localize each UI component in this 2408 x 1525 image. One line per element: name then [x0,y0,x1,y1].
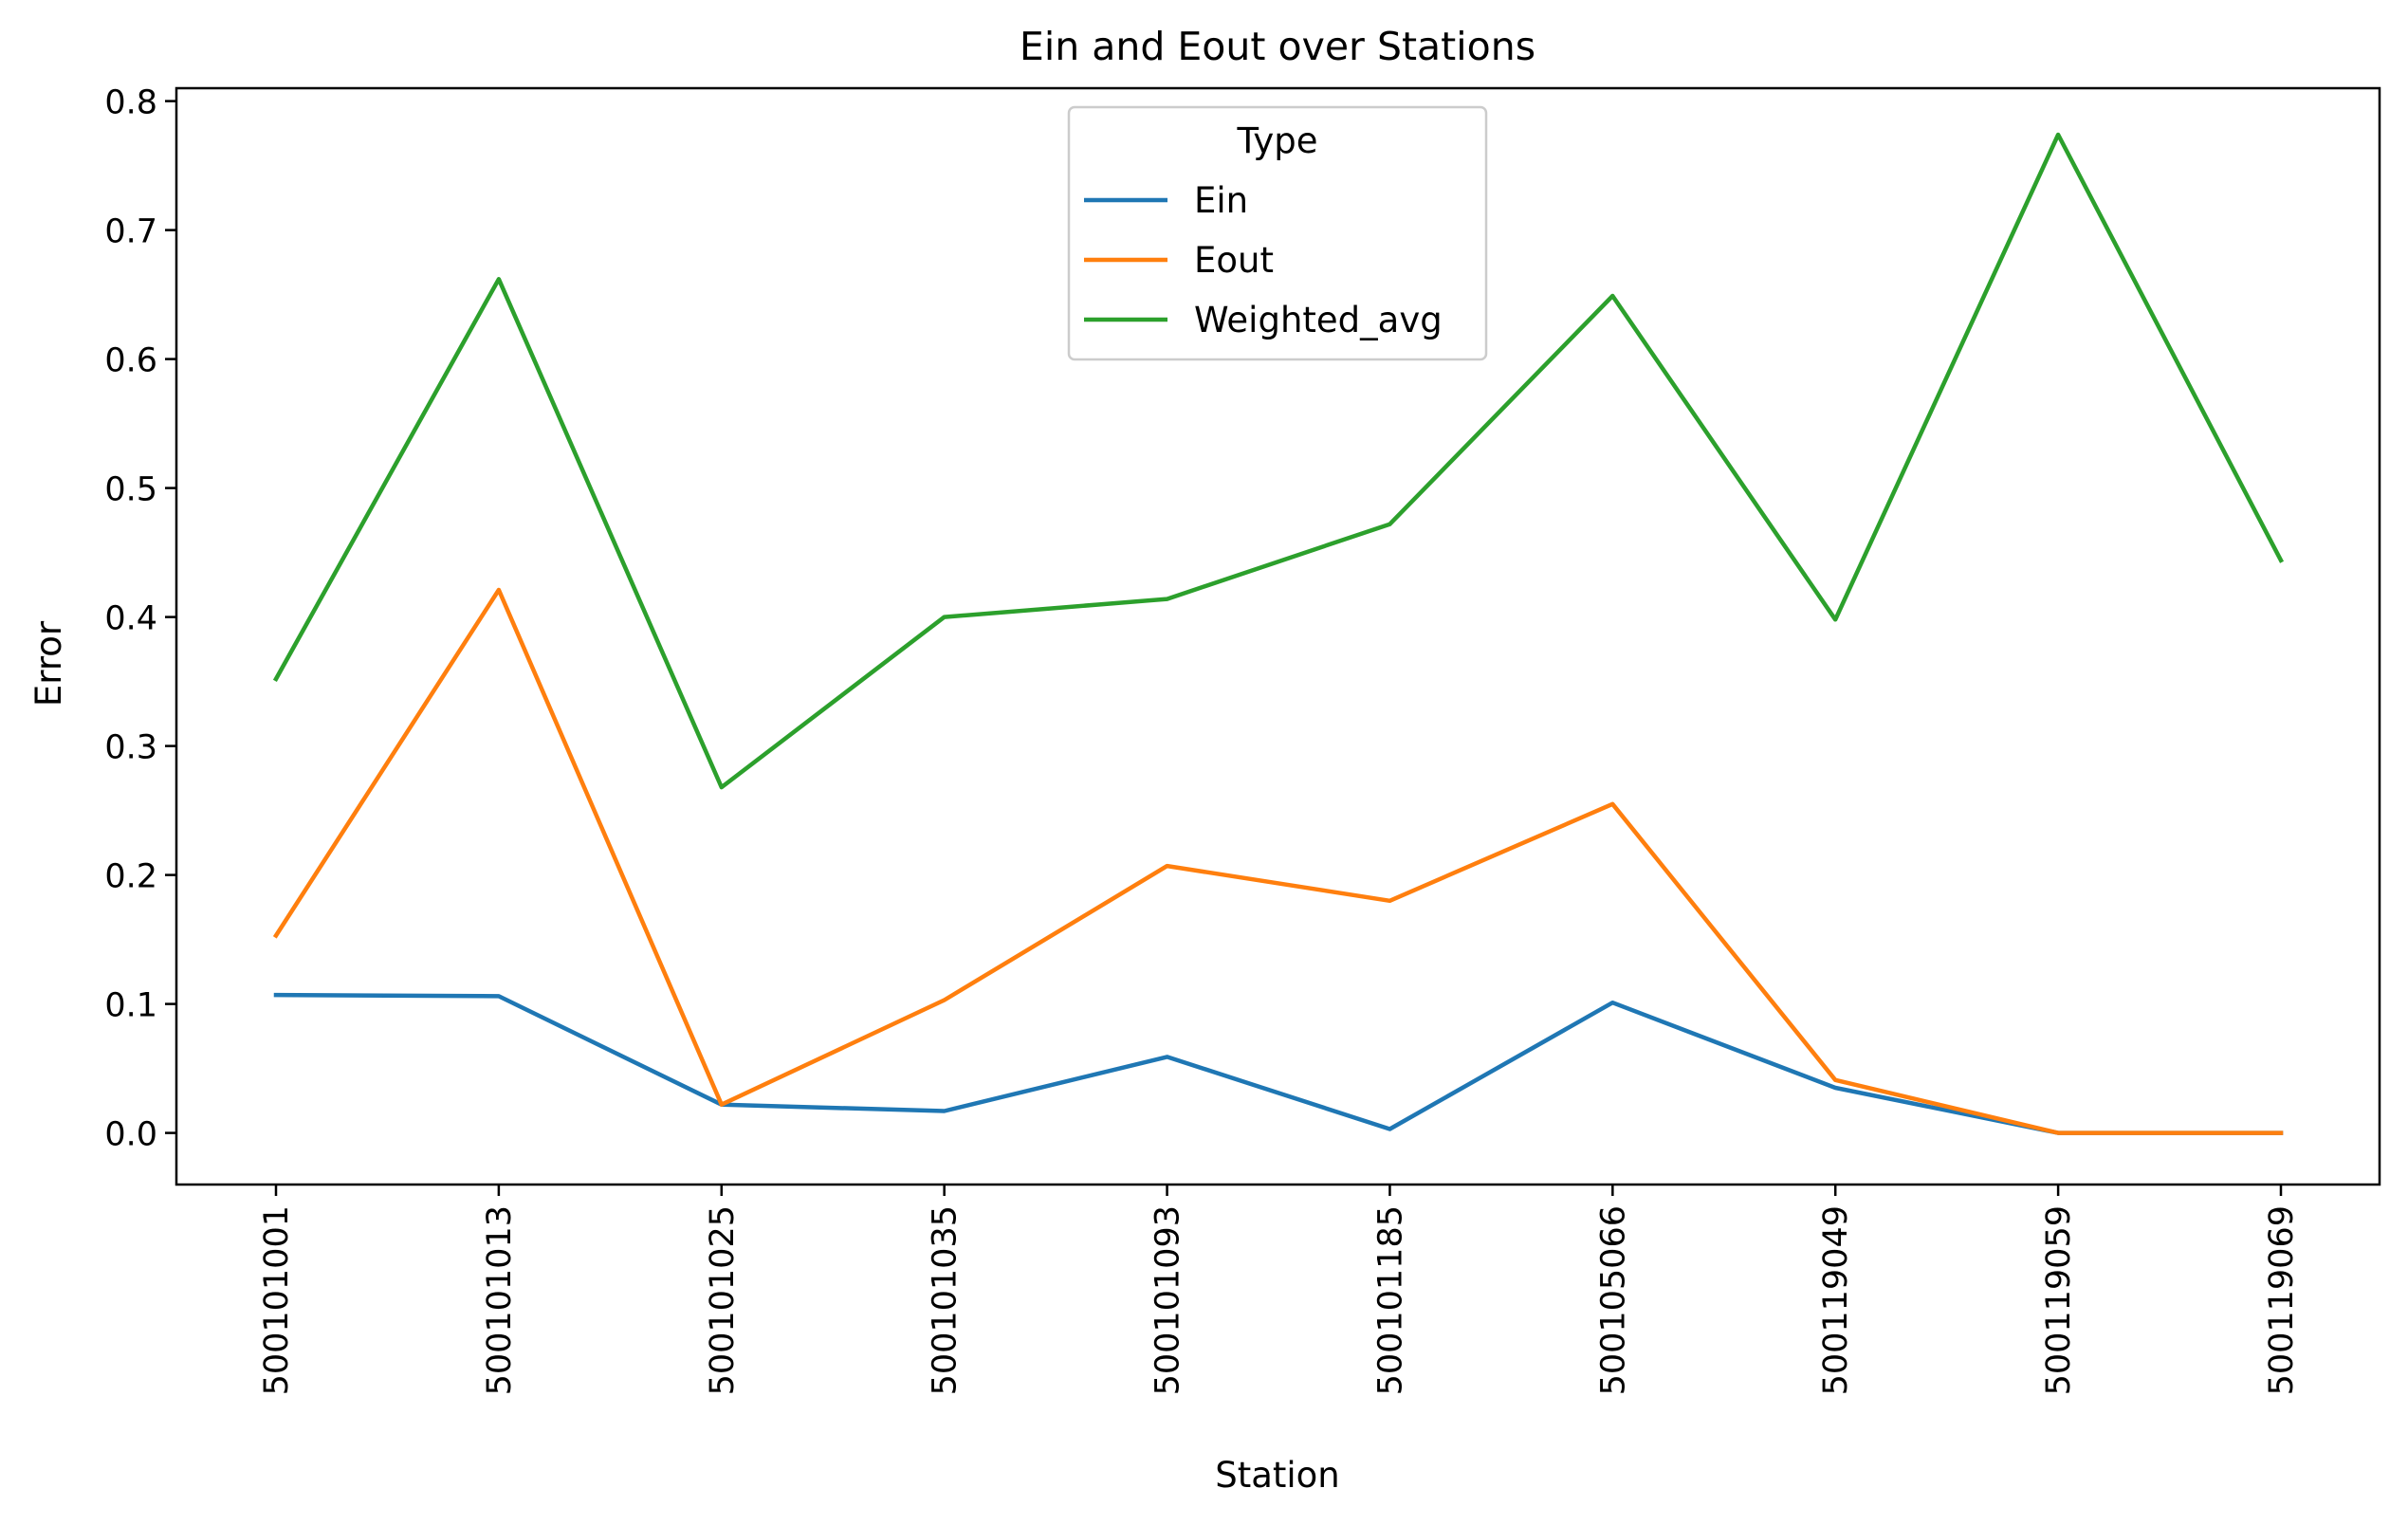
x-tick-label: 500119049 [1817,1205,1855,1395]
legend-frame [1067,105,1488,361]
plot-frame [175,86,2381,1186]
x-tick-label: 500119069 [2263,1205,2301,1395]
legend-label-ein: Ein [1194,180,1248,221]
y-tick-label: 0.4 [104,600,157,638]
y-axis-label: Error [28,620,69,707]
series-line-eout [272,587,2284,1135]
x-tick-label: 500119059 [2040,1205,2078,1395]
x-tick-label: 500101013 [481,1205,519,1395]
legend-label-weighted-avg: Weighted_avg [1194,300,1443,340]
series-group [272,132,2285,1135]
x-tick-label: 500101001 [258,1205,296,1395]
y-tick-label: 0.5 [104,471,157,509]
x-tick-label: 500105066 [1594,1205,1632,1395]
y-tick-label: 0.8 [104,84,157,122]
axes: 0.0 0.1 0.2 0.3 0.4 0.5 0.6 0.7 0.8 500101001 5001… [104,84,2381,1395]
x-tick-label: 500101093 [1149,1205,1187,1395]
x-axis-label: Station [1215,1455,1340,1496]
legend: Type Ein Eout Weighted_avg [1067,105,1488,361]
chart-title: Ein and Eout over Stations [1020,24,1535,69]
x-tick-label: 500101025 [704,1205,742,1395]
legend-label-eout: Eout [1194,240,1274,281]
y-tick-label: 0.3 [104,729,157,767]
y-tick-label: 0.7 [104,213,157,251]
series-line-ein [273,992,2284,1135]
y-tick-label: 0.2 [104,858,157,896]
x-tick-label: 500101035 [927,1205,965,1395]
y-tick-label: 0.0 [104,1116,157,1154]
series-line-weighted-avg [272,132,2285,790]
legend-title: Type [1237,120,1318,161]
y-tick-label: 0.1 [104,987,157,1025]
x-tick-label: 500101185 [1371,1205,1409,1395]
y-tick-label: 0.6 [104,342,157,380]
